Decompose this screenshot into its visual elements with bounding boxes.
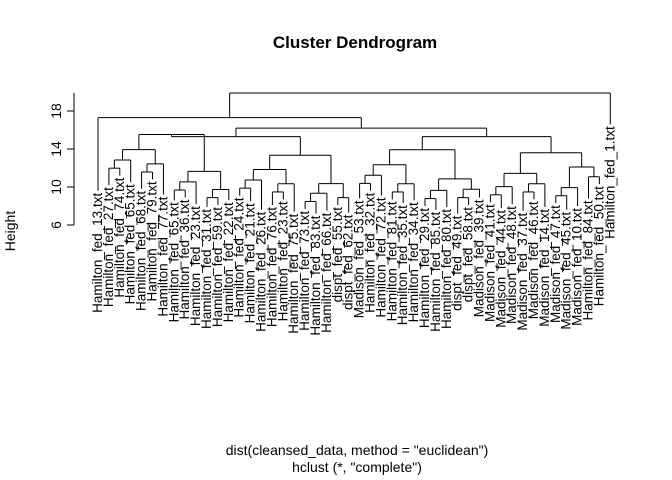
leaf-label: Hamilton_fed_27.txt [101,187,116,307]
leaf-label: Hamilton_fed_65.txt [166,202,181,322]
leaf-label: Hamilton_fed_34.txt [406,202,421,322]
leaf-label: dispt_fed_62.txt [341,214,356,310]
leaf-label: Hamilton_fed_74.txt [112,177,127,297]
leaf-label: Hamilton_fed_32.txt [363,193,378,313]
leaf-label: Hamilton_fed_29.txt [417,208,432,328]
leaf-label: Madison_fed_41.txt [482,204,497,322]
leaf-label: Hamilton_fed_81.txt [384,201,399,321]
dendrogram-tree [97,92,611,214]
leaf-label: Madison_fed_53.txt [352,200,367,318]
leaf-label: Hamilton_fed_23.txt [275,201,290,321]
leaf-label: Madison_fed_47.txt [548,205,563,323]
leaf-label: Hamilton_fed_66.txt [319,213,334,333]
leaf-label: Hamilton_fed_72.txt [373,197,388,317]
leaf-label: Hamilton_fed_59.txt [210,207,225,327]
leaf-label: Hamilton_fed_80.txt [439,209,454,329]
leaf-label: Hamilton_fed_77.txt [155,196,170,316]
leaf-label: Hamilton_fed_21.txt [243,203,258,323]
leaf-label: Madison_fed_48.txt [504,206,519,324]
leaf-label: Madison_fed_39.txt [472,199,487,317]
leaf-label: Hamilton_fed_36.txt [177,199,192,319]
leaf-label: Madison_fed_44.txt [493,210,508,328]
leaf-label: dispt_fed_49.txt [450,215,465,311]
y-axis: 6 10 14 18 [48,93,75,229]
leaf-label: Hamilton_fed_13.txt [90,193,105,313]
leaf-label: Hamilton_fed_65.txt [123,184,138,304]
leaf-label: Hamilton_fed_75.txt [286,213,301,333]
leaf-labels: Hamilton_fed_13.txtHamilton_fed_27.txtHa… [90,126,617,336]
leaf-label: Hamilton_fed_35.txt [395,205,410,325]
leaf-label: Hamilton_fed_68.txt [134,191,149,311]
leaf-label: Hamilton_fed_50.txt [591,186,606,306]
y-tick-label: 18 [48,103,64,119]
leaf-label: Madison_fed_37.txt [515,213,530,331]
leaf-label: Hamilton_fed_1.txt [602,126,617,239]
leaf-label: Hamilton_fed_73.txt [297,211,312,331]
leaf-label: Hamilton_fed_84.txt [581,200,596,320]
leaf-label: Hamilton_fed_22.txt [221,202,236,322]
leaf-label: Madison_fed_46.txt [526,201,541,319]
y-axis-ticks: 6 10 14 18 [48,103,74,229]
leaf-label: Hamilton_fed_26.txt [254,212,269,332]
y-tick-label: 10 [48,179,64,195]
x-axis-label-line2: hclust (*, "complete") [292,459,422,475]
leaf-label: Hamilton_fed_76.txt [264,207,279,327]
leaf-label: Hamilton_fed_23.txt [188,206,203,326]
x-axis-label-line1: dist(cleansed_data, method = "euclidean"… [226,442,489,458]
leaf-label: Hamilton_fed_31.txt [199,209,214,329]
y-tick-label: 6 [48,221,64,229]
leaf-label: Hamilton_fed_79.txt [145,181,160,301]
leaf-label: dispt_fed_58.txt [461,207,476,303]
leaf-label: Madison_fed_14.txt [537,209,552,327]
leaf-label: Hamilton_fed_24.txt [232,197,247,317]
leaf-label: dispt_fed_55.txt [330,207,345,303]
leaf-label: Madison_fed_10.txt [570,208,585,326]
leaf-label: Hamilton_fed_85.txt [428,212,443,332]
chart-title: Cluster Dendrogram [273,33,437,52]
y-axis-label: Height [2,211,18,252]
y-tick-label: 14 [48,141,64,157]
leaf-label: Hamilton_fed_83.txt [308,215,323,335]
leaf-label: Madison_fed_45.txt [559,212,574,330]
